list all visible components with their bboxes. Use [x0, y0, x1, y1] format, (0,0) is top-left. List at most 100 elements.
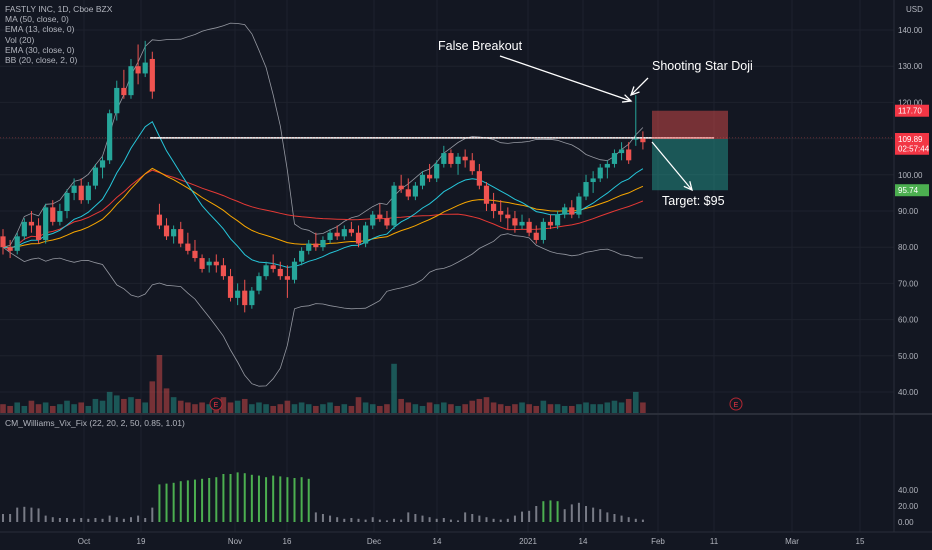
indicator-ema13[interactable]: EMA (13, close, 0)	[5, 24, 75, 35]
date-tick-label: Nov	[228, 537, 242, 546]
indicator-ema30[interactable]: EMA (30, close, 0)	[5, 44, 75, 55]
annotation-shooting-star-doji: Shooting Star Doji	[652, 59, 753, 73]
volume-bar	[476, 398, 483, 413]
currency-label: USD	[906, 5, 923, 14]
volume-bar	[199, 402, 205, 413]
candle-body	[149, 58, 155, 92]
volume-bar	[313, 405, 319, 413]
volume-bar	[505, 405, 511, 413]
volume-bar	[590, 404, 596, 413]
candle-body	[569, 207, 575, 215]
candle-body	[299, 250, 305, 262]
candle-body	[199, 258, 205, 269]
candle-body	[355, 232, 362, 244]
candle-body	[185, 243, 191, 251]
indicator-bb[interactable]: BB (20, close, 2, 0)	[5, 55, 78, 66]
volume-bar	[227, 402, 234, 413]
volume-bar	[113, 395, 120, 413]
volume-bar	[0, 404, 6, 413]
volume-bar	[448, 404, 454, 413]
vix-fix-label[interactable]: CM_Williams_Vix_Fix (22, 20, 2, 50, 0.85…	[5, 418, 185, 428]
candle-body	[384, 218, 390, 226]
indicator-vol[interactable]: Vol (20)	[5, 34, 35, 45]
volume-bar	[632, 391, 639, 413]
volume-bar	[256, 402, 262, 413]
candle-body	[334, 232, 340, 237]
volume-bar	[142, 402, 148, 413]
candle-body	[576, 196, 582, 215]
candle-body	[284, 276, 290, 280]
date-tick-label: 11	[710, 537, 719, 546]
earnings-marker-label: E	[734, 402, 739, 409]
volume-bar	[263, 404, 269, 413]
price-tick-label: 60.00	[898, 316, 919, 325]
date-tick-label: Feb	[651, 537, 665, 546]
volume-bar	[519, 402, 525, 413]
volume-bar	[462, 404, 468, 413]
volume-bar	[433, 404, 440, 413]
candle-body	[50, 207, 56, 222]
volume-bar	[490, 402, 497, 413]
earnings-marker	[209, 397, 223, 411]
volume-bar	[149, 381, 156, 413]
volume-bar	[384, 404, 390, 413]
volume-bar	[576, 404, 582, 413]
candle-body	[107, 113, 113, 161]
volume-bar	[398, 398, 404, 413]
candle-body	[121, 87, 127, 96]
volume-bar	[106, 391, 113, 413]
price-label-box	[895, 184, 929, 197]
candle-body	[320, 239, 326, 248]
volume-bar	[640, 402, 646, 413]
ema13-line	[2, 120, 644, 268]
volume-bar	[355, 397, 362, 413]
volume-bar	[305, 404, 312, 413]
volume-bar	[455, 405, 461, 413]
volume-bar	[128, 397, 134, 413]
date-tick-label: 15	[856, 537, 865, 546]
volume-bar	[192, 404, 198, 413]
volume-bar	[419, 405, 426, 413]
candle-body	[540, 221, 546, 240]
date-tick-label: 14	[433, 537, 442, 546]
candle-body	[505, 214, 511, 219]
candle-body	[469, 160, 475, 172]
volume-bar	[540, 400, 547, 413]
price-label: 95.74	[898, 186, 919, 195]
arrow-target	[651, 141, 693, 191]
date-tick-label: 2021	[519, 537, 537, 546]
price-tick-label: 100.00	[898, 171, 923, 180]
volume-bar	[341, 404, 348, 413]
candle-body	[483, 185, 490, 204]
bollinger-lower-line	[2, 233, 643, 387]
earnings-marker	[729, 397, 743, 411]
volume-bar	[277, 404, 284, 413]
candle-body	[92, 167, 99, 186]
volume-bar	[170, 397, 177, 413]
candle-body	[85, 185, 91, 201]
candle-body	[391, 185, 397, 226]
volume-bar	[327, 402, 333, 413]
indicator-ma50[interactable]: MA (50, close, 0)	[5, 14, 69, 25]
candle-body	[270, 265, 276, 269]
symbol-line[interactable]: FASTLY INC, 1D, Cboe BZX	[5, 4, 113, 14]
candle-body	[370, 214, 376, 226]
candle-body	[249, 290, 255, 306]
candle-body	[341, 229, 347, 237]
candle-body	[128, 66, 134, 96]
price-label: 02:57:44	[898, 145, 930, 154]
candle-body	[512, 218, 518, 226]
volume-bar	[206, 404, 212, 413]
volume-bar	[99, 400, 106, 413]
price-tick-label: 130.00	[898, 62, 923, 71]
indicator-tick-label: 0.00	[898, 518, 914, 527]
candle-body	[462, 156, 468, 161]
price-label: 109.89	[898, 135, 923, 144]
indicator-tick-label: 20.00	[898, 502, 919, 511]
date-tick-label: Dec	[367, 537, 381, 546]
volume-bar	[362, 402, 369, 413]
volume-bar	[377, 405, 383, 413]
price-label-box	[895, 132, 929, 145]
candle-body	[405, 189, 411, 197]
